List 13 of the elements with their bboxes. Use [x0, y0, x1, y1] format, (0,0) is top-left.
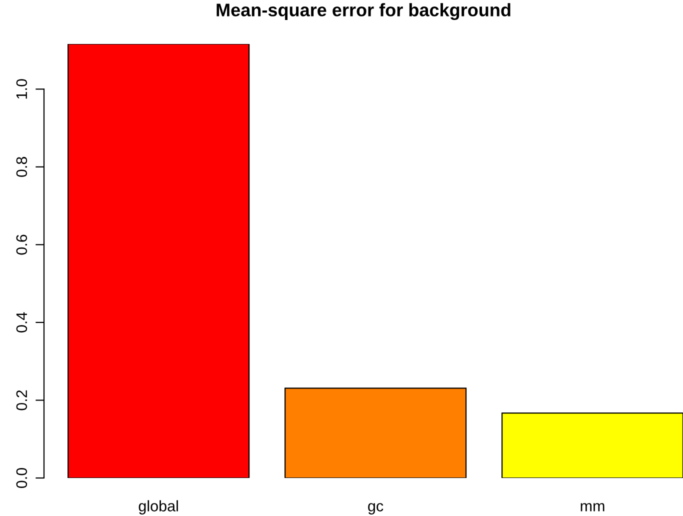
bar: [501, 412, 683, 478]
bar: [284, 388, 467, 478]
y-tick-label: 0.8: [16, 156, 28, 177]
y-tick-label: 0.4: [16, 312, 28, 332]
x-tick-label: gc: [368, 503, 384, 514]
y-tick-label: 0.0: [16, 468, 28, 488]
x-tick-label: mm: [580, 503, 604, 512]
y-tick-label: 1.0: [16, 79, 28, 99]
y-tick-label: 0.2: [16, 390, 28, 410]
x-tick-label: global: [138, 500, 178, 514]
bar: [68, 44, 250, 478]
y-tick-label: 0.6: [16, 234, 28, 255]
chart-title: Mean-square error for background: [216, 3, 510, 20]
